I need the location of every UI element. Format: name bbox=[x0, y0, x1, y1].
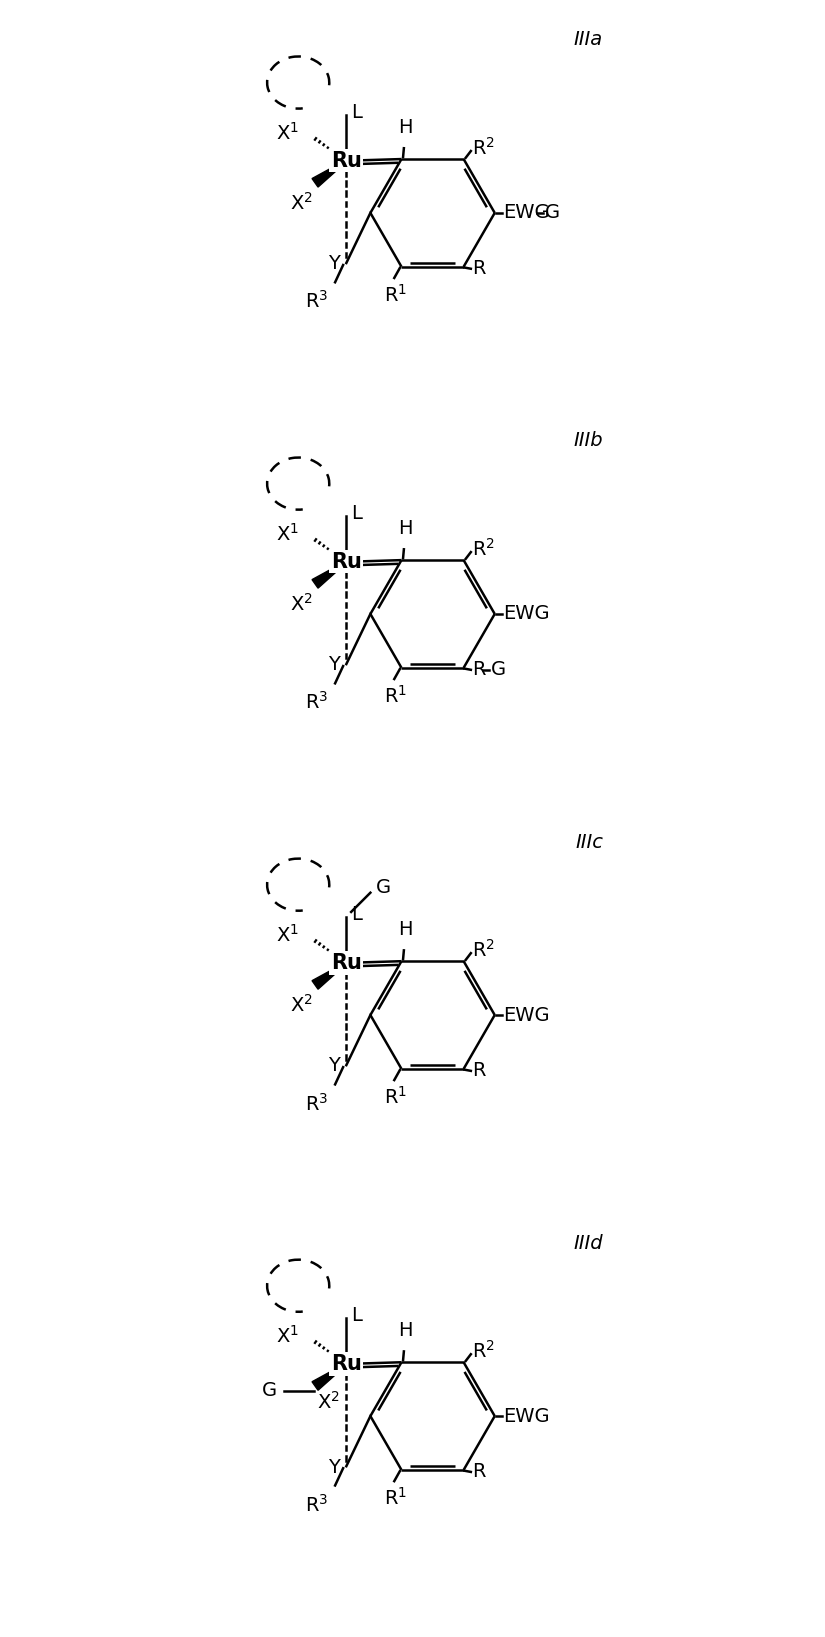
Text: IIId: IIId bbox=[573, 1234, 603, 1252]
Text: IIIb: IIIb bbox=[573, 432, 603, 450]
Text: Y: Y bbox=[328, 1457, 340, 1477]
Text: R$^1$: R$^1$ bbox=[384, 1486, 407, 1509]
Text: G: G bbox=[491, 660, 506, 679]
Text: H: H bbox=[398, 118, 412, 138]
Text: X$^2$: X$^2$ bbox=[290, 192, 313, 213]
Text: L: L bbox=[351, 1306, 362, 1326]
Text: R: R bbox=[472, 660, 485, 679]
Text: R$^2$: R$^2$ bbox=[473, 1341, 496, 1362]
Text: H: H bbox=[398, 920, 412, 940]
Text: R$^2$: R$^2$ bbox=[473, 940, 496, 961]
Text: G: G bbox=[545, 203, 560, 223]
Text: L: L bbox=[351, 504, 362, 524]
Text: R$^1$: R$^1$ bbox=[384, 684, 407, 707]
Text: R$^3$: R$^3$ bbox=[304, 1092, 328, 1115]
Text: Y: Y bbox=[328, 254, 340, 273]
Text: R$^3$: R$^3$ bbox=[304, 691, 328, 714]
Text: L: L bbox=[351, 905, 362, 925]
Text: R: R bbox=[472, 259, 485, 278]
Text: R$^1$: R$^1$ bbox=[384, 1085, 407, 1108]
Text: R: R bbox=[472, 1462, 485, 1481]
Text: EWG: EWG bbox=[502, 604, 549, 624]
Text: R$^3$: R$^3$ bbox=[304, 1493, 328, 1516]
Text: R$^1$: R$^1$ bbox=[384, 283, 407, 306]
Text: EWG: EWG bbox=[502, 203, 549, 223]
Text: X$^1$: X$^1$ bbox=[276, 522, 299, 545]
Polygon shape bbox=[312, 963, 346, 989]
Text: EWG: EWG bbox=[502, 1406, 549, 1426]
Text: R$^2$: R$^2$ bbox=[473, 539, 496, 560]
Text: IIIa: IIIa bbox=[573, 31, 603, 49]
Polygon shape bbox=[312, 561, 346, 588]
Text: Ru: Ru bbox=[331, 953, 361, 972]
Text: IIIc: IIIc bbox=[575, 833, 603, 851]
Text: Y: Y bbox=[328, 1056, 340, 1076]
Text: X$^2$: X$^2$ bbox=[317, 1391, 340, 1413]
Polygon shape bbox=[312, 160, 346, 187]
Text: Ru: Ru bbox=[331, 1354, 361, 1373]
Text: H: H bbox=[398, 1321, 412, 1341]
Text: R$^3$: R$^3$ bbox=[304, 290, 328, 313]
Text: R: R bbox=[472, 1061, 485, 1080]
Text: H: H bbox=[398, 519, 412, 539]
Text: X$^1$: X$^1$ bbox=[276, 1324, 299, 1347]
Polygon shape bbox=[312, 1364, 346, 1390]
Text: Y: Y bbox=[328, 655, 340, 674]
Text: X$^2$: X$^2$ bbox=[290, 994, 313, 1015]
Text: G: G bbox=[375, 877, 391, 897]
Text: Ru: Ru bbox=[331, 552, 361, 571]
Text: Ru: Ru bbox=[331, 151, 361, 170]
Text: X$^1$: X$^1$ bbox=[276, 923, 299, 946]
Text: EWG: EWG bbox=[502, 1005, 549, 1025]
Text: G: G bbox=[262, 1382, 277, 1400]
Text: L: L bbox=[351, 103, 362, 123]
Text: X$^1$: X$^1$ bbox=[276, 121, 299, 144]
Text: X$^2$: X$^2$ bbox=[290, 593, 313, 614]
Text: R$^2$: R$^2$ bbox=[473, 138, 496, 159]
